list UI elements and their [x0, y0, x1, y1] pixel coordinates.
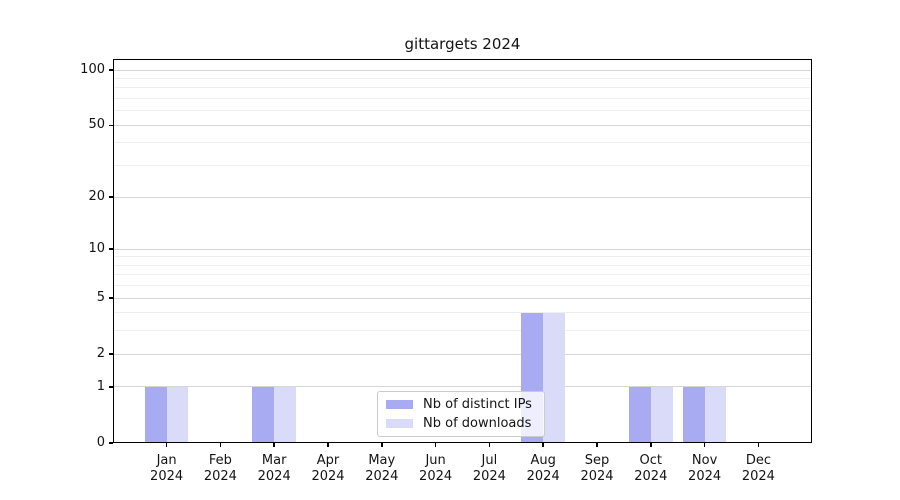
- x-tick-label: Apr 2024: [311, 453, 345, 484]
- gridline-major: [113, 69, 812, 71]
- y-tick-label: 20: [88, 189, 105, 204]
- gridline-minor: [113, 110, 812, 112]
- x-tick-label: Jun 2024: [419, 453, 453, 484]
- y-tick: [109, 196, 113, 198]
- x-tick: [381, 443, 383, 447]
- y-tick: [109, 386, 113, 388]
- x-tick: [542, 443, 544, 447]
- gridline-minor: [113, 330, 812, 332]
- gridline-minor: [113, 165, 812, 167]
- bar-downloads: [166, 387, 189, 443]
- gridline-minor: [113, 87, 812, 89]
- x-tick: [165, 443, 168, 447]
- x-tick: [273, 443, 275, 447]
- legend-label-downloads: Nb of downloads: [423, 415, 532, 431]
- bar-downloads: [650, 387, 673, 443]
- legend-item-downloads: Nb of downloads: [378, 415, 544, 431]
- gridline-major: [113, 386, 812, 388]
- chart-title: gittargets 2024: [404, 35, 521, 53]
- bar-downloads: [274, 387, 296, 443]
- x-tick-label: Jan 2024: [150, 453, 184, 484]
- y-tick: [109, 248, 113, 251]
- y-tick: [109, 353, 113, 356]
- bar-distinct-ips: [252, 387, 275, 443]
- bar-distinct-ips: [144, 387, 167, 443]
- bar-distinct-ips: [682, 387, 705, 443]
- x-tick: [327, 443, 329, 447]
- x-tick: [596, 443, 598, 447]
- gridline-minor: [113, 285, 812, 287]
- y-tick-label: 10: [88, 241, 105, 257]
- bar-downloads: [704, 387, 727, 443]
- gridline-major: [113, 196, 812, 198]
- gridline-major: [113, 124, 812, 126]
- gridline-major: [113, 353, 812, 355]
- plot-frame: [113, 59, 812, 443]
- y-tick-label: 2: [96, 346, 105, 362]
- y-tick-label: 1: [96, 378, 105, 394]
- legend-label-distinct-ips: Nb of distinct IPs: [423, 396, 532, 412]
- x-tick: [703, 443, 706, 447]
- y-tick-label: 50: [88, 117, 105, 133]
- x-tick: [434, 443, 437, 447]
- x-tick: [488, 443, 491, 447]
- gridline-minor: [113, 256, 812, 258]
- gridline-minor: [113, 312, 812, 314]
- x-tick: [219, 443, 222, 447]
- bar-downloads: [543, 312, 565, 443]
- plot-area: [113, 59, 812, 443]
- x-tick-label: Nov 2024: [688, 453, 722, 484]
- x-tick: [757, 443, 760, 447]
- x-tick-label: Aug 2024: [526, 453, 560, 484]
- x-tick-label: Sep 2024: [580, 453, 614, 484]
- y-tick: [109, 124, 113, 127]
- x-tick-label: Feb 2024: [203, 453, 237, 484]
- gridline-major: [113, 248, 812, 250]
- legend-swatch-downloads: [386, 419, 413, 428]
- y-tick-label: 0: [96, 435, 105, 450]
- y-tick-label: 100: [80, 62, 105, 78]
- x-tick-label: May 2024: [365, 453, 399, 484]
- y-tick: [109, 297, 113, 300]
- x-tick-label: Jul 2024: [472, 453, 506, 484]
- x-tick-label: Dec 2024: [741, 453, 775, 484]
- y-tick: [109, 69, 113, 71]
- gridline-minor: [113, 264, 812, 266]
- legend-swatch-distinct-ips: [386, 400, 413, 409]
- gridline-minor: [113, 142, 812, 144]
- gridline-major: [113, 297, 812, 299]
- x-tick: [650, 443, 652, 447]
- y-tick: [109, 442, 113, 444]
- legend: Nb of distinct IPs Nb of downloads: [377, 391, 545, 437]
- x-tick-label: Mar 2024: [257, 453, 291, 484]
- bar-distinct-ips: [629, 387, 651, 443]
- gridline-minor: [113, 274, 812, 276]
- y-tick-label: 5: [96, 290, 105, 306]
- legend-item-distinct-ips: Nb of distinct IPs: [378, 396, 544, 412]
- x-tick-label: Oct 2024: [634, 453, 668, 484]
- gridline-minor: [113, 78, 812, 80]
- gridline-minor: [113, 98, 812, 100]
